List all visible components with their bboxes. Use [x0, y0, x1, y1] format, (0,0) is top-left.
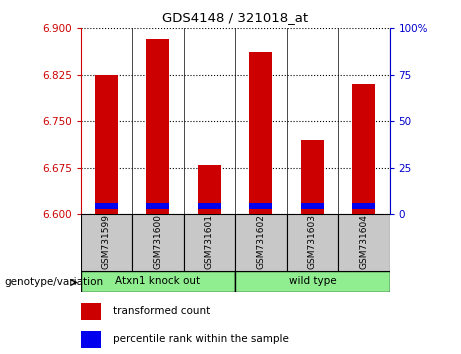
Bar — [81, 303, 101, 320]
Bar — [287, 214, 338, 271]
Bar — [301, 203, 324, 209]
Bar — [249, 203, 272, 209]
Bar — [81, 214, 132, 271]
Bar — [146, 40, 170, 214]
Bar — [95, 75, 118, 214]
Bar — [352, 203, 375, 209]
Bar — [198, 203, 221, 209]
Text: genotype/variation: genotype/variation — [5, 278, 104, 287]
Text: wild type: wild type — [289, 276, 336, 286]
Bar — [249, 52, 272, 214]
Text: GSM731604: GSM731604 — [359, 214, 368, 269]
Title: GDS4148 / 321018_at: GDS4148 / 321018_at — [162, 11, 308, 24]
Bar — [235, 271, 390, 292]
Bar — [198, 165, 221, 214]
Text: transformed count: transformed count — [113, 306, 210, 316]
Text: GSM731600: GSM731600 — [154, 214, 162, 269]
Bar — [132, 214, 183, 271]
Bar — [81, 331, 101, 348]
Bar — [235, 214, 287, 271]
Text: GSM731603: GSM731603 — [308, 214, 317, 269]
Text: GSM731602: GSM731602 — [256, 214, 266, 269]
Text: percentile rank within the sample: percentile rank within the sample — [113, 335, 289, 344]
Text: Atxn1 knock out: Atxn1 knock out — [115, 276, 201, 286]
Bar — [301, 140, 324, 214]
Bar — [81, 271, 235, 292]
Text: GSM731601: GSM731601 — [205, 214, 214, 269]
Text: GSM731599: GSM731599 — [102, 214, 111, 269]
Bar — [183, 214, 235, 271]
Bar — [95, 203, 118, 209]
Bar — [146, 203, 170, 209]
Bar — [352, 84, 375, 214]
Bar — [338, 214, 390, 271]
